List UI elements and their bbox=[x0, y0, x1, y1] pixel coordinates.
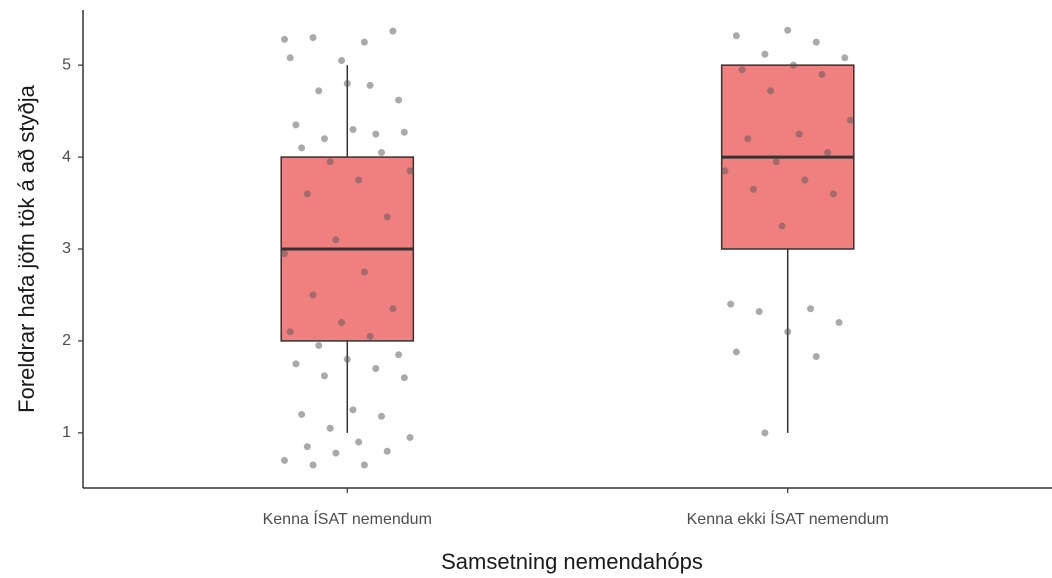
point bbox=[406, 433, 414, 441]
point bbox=[366, 332, 374, 340]
point bbox=[807, 305, 815, 313]
point bbox=[727, 300, 735, 308]
point bbox=[744, 135, 752, 143]
point bbox=[303, 443, 311, 451]
point bbox=[343, 355, 351, 363]
point bbox=[378, 412, 386, 420]
point bbox=[320, 135, 328, 143]
point bbox=[732, 348, 740, 356]
y-axis-title: Foreldrar hafa jöfn tök á að styðja bbox=[14, 84, 39, 412]
point bbox=[372, 130, 380, 138]
point bbox=[389, 305, 397, 313]
point bbox=[326, 158, 334, 166]
y-tick-label: 4 bbox=[62, 148, 71, 165]
point bbox=[395, 96, 403, 104]
point bbox=[332, 449, 340, 457]
point bbox=[355, 438, 363, 446]
point bbox=[389, 27, 397, 35]
point bbox=[309, 34, 317, 42]
point bbox=[338, 319, 346, 327]
point bbox=[309, 461, 317, 469]
point bbox=[784, 328, 792, 336]
point bbox=[286, 328, 294, 336]
point bbox=[801, 176, 809, 184]
point bbox=[320, 372, 328, 380]
point bbox=[812, 38, 820, 46]
point bbox=[784, 26, 792, 34]
point bbox=[732, 32, 740, 40]
point bbox=[383, 447, 391, 455]
point bbox=[761, 50, 769, 58]
x-tick-label: Kenna ÍSAT nemendum bbox=[263, 509, 432, 528]
point bbox=[841, 54, 849, 62]
point bbox=[829, 190, 837, 198]
point bbox=[400, 374, 408, 382]
point bbox=[395, 351, 403, 359]
point bbox=[824, 148, 832, 156]
y-tick-label: 3 bbox=[62, 240, 71, 257]
point bbox=[818, 70, 826, 78]
point bbox=[360, 268, 368, 276]
point bbox=[767, 87, 775, 95]
point bbox=[795, 130, 803, 138]
point bbox=[812, 353, 820, 361]
point bbox=[835, 319, 843, 327]
point bbox=[789, 61, 797, 69]
point bbox=[738, 66, 746, 74]
point bbox=[315, 342, 323, 350]
point bbox=[749, 185, 757, 193]
point bbox=[309, 291, 317, 299]
point bbox=[778, 222, 786, 230]
point bbox=[360, 461, 368, 469]
x-tick-label: Kenna ekki ÍSAT nemendum bbox=[687, 509, 889, 528]
point bbox=[281, 250, 289, 258]
point bbox=[366, 81, 374, 89]
y-tick-label: 1 bbox=[62, 424, 71, 441]
point bbox=[343, 80, 351, 88]
point bbox=[400, 128, 408, 136]
point bbox=[286, 54, 294, 62]
point bbox=[332, 236, 340, 244]
y-tick-label: 2 bbox=[62, 332, 71, 349]
point bbox=[315, 87, 323, 95]
point bbox=[378, 148, 386, 156]
point bbox=[360, 38, 368, 46]
x-axis-title: Samsetning nemendahóps bbox=[441, 549, 703, 574]
point bbox=[406, 167, 414, 175]
point bbox=[846, 116, 854, 124]
point bbox=[326, 424, 334, 432]
point bbox=[292, 121, 300, 129]
point bbox=[298, 144, 306, 152]
point bbox=[355, 176, 363, 184]
y-tick-label: 5 bbox=[62, 56, 71, 73]
point bbox=[349, 126, 357, 133]
point bbox=[372, 365, 380, 372]
point bbox=[338, 57, 346, 65]
point bbox=[303, 190, 311, 198]
point bbox=[349, 406, 357, 414]
point bbox=[721, 167, 729, 175]
point bbox=[292, 360, 300, 368]
point bbox=[281, 35, 289, 43]
point bbox=[383, 213, 391, 221]
point bbox=[755, 308, 763, 316]
point bbox=[281, 456, 289, 464]
point bbox=[772, 158, 780, 166]
point bbox=[298, 410, 306, 418]
point bbox=[761, 429, 769, 437]
